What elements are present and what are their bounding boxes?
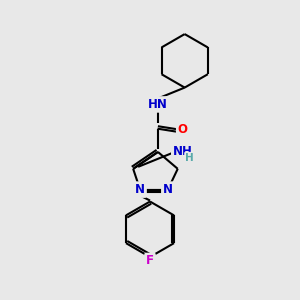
Text: HN: HN	[148, 98, 168, 111]
Text: F: F	[146, 254, 154, 268]
Text: N: N	[163, 183, 173, 196]
Text: NH: NH	[173, 146, 193, 158]
Text: N: N	[135, 183, 145, 196]
Text: H: H	[185, 153, 194, 163]
Text: O: O	[178, 123, 188, 136]
